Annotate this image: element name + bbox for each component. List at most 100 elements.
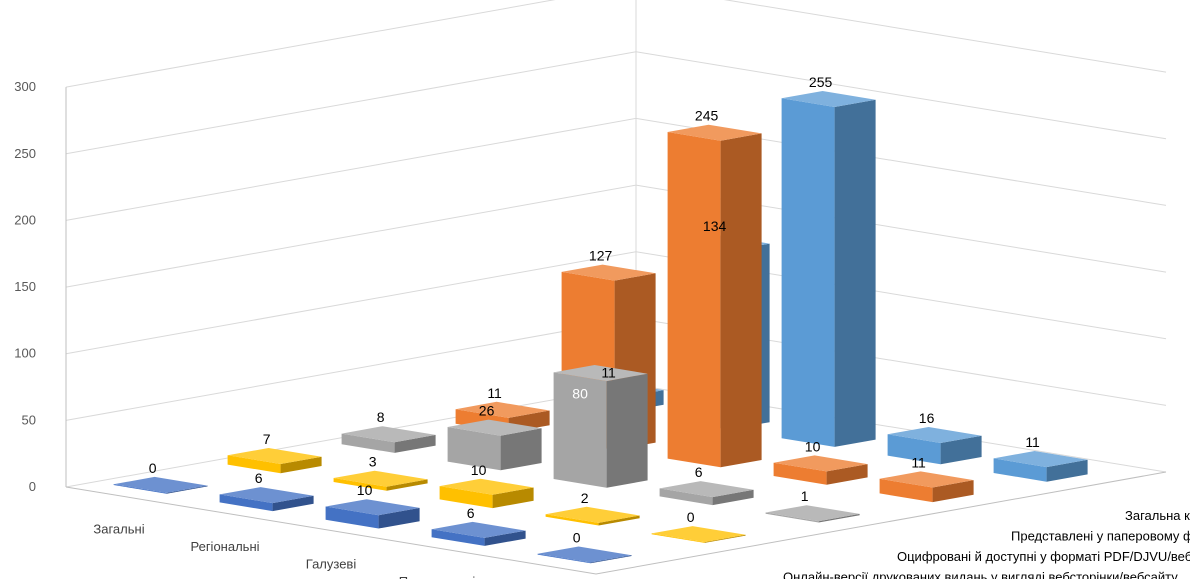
bar-front-face [667,132,721,468]
bar-top-face [879,471,974,488]
bar-front-face [333,478,387,491]
bar-front-face [993,458,1047,482]
bar-side-face [940,435,982,465]
bar-front-face [431,529,485,546]
data-label: 6 [467,505,475,521]
bar-top-face [333,470,428,487]
bar-top-face [447,419,542,436]
bar-front-face [773,462,827,485]
category-label: Персональні [399,574,476,579]
y-tick-label: 300 [14,79,36,94]
series-labels: Веборієнтовані енциклопедії, розроблені … [783,508,1190,579]
bar-front-face [659,488,713,506]
bar-side-face [932,480,974,503]
bar-side-face [166,485,208,494]
bar-top-face [667,124,762,141]
bar-top-face [659,481,754,498]
data-label: 2 [581,490,589,506]
bar-side-face [712,489,754,506]
bar-side-face [378,507,420,529]
bar-side-face [590,555,632,564]
bar-side-face [720,133,762,468]
bar-top-face [325,499,420,516]
bar-top-face [781,91,876,107]
bar-front-face [325,506,379,529]
category-label: Регіональні [190,539,259,554]
bar-side-face [598,515,640,526]
bar [113,476,208,494]
bar-top-face [887,427,982,443]
bar [545,506,640,526]
bar-top-face [553,365,648,382]
bar-top-face [431,521,526,538]
series-label: Загальна кількість видань за видами [1125,508,1190,523]
data-label: 7 [263,431,271,447]
bar [447,419,542,471]
bar-front-face [439,486,493,509]
data-label: 0 [573,530,581,546]
bar [537,546,632,564]
bar-top-face [545,506,640,523]
data-label: 1 [801,488,809,504]
data-label: 10 [357,482,373,498]
y-tick-label: 150 [14,279,36,294]
bar-top-face [227,448,322,464]
bar [659,481,754,506]
floor-edge [65,471,1167,575]
bar [219,487,314,512]
data-label: 3 [369,454,377,470]
bar-front-face [219,494,273,512]
y-tick-label: 200 [14,212,36,227]
bar-side-face [606,373,648,488]
y-tick-label: 100 [14,346,36,361]
series-label: Оцифровані й доступні у форматі PDF/DJVU… [897,549,1190,564]
data-label: 11 [1025,434,1040,450]
bar-front-face [341,433,395,453]
bar-front-face [227,455,281,474]
bar [553,365,648,488]
data-label: 11 [487,385,502,401]
bar-front-face [537,553,591,564]
bar [773,455,868,485]
bar [879,471,974,503]
bar [993,451,1088,482]
bar [667,124,762,468]
bar-side-face [834,99,876,447]
gridline [65,0,1167,88]
series-label: Представлені у паперовому форматі [1011,529,1190,544]
data-label: 10 [471,462,487,478]
data-label: 80 [572,386,588,402]
data-label: 255 [809,74,833,90]
bars: 11 134 255 16 11 11 127 245 10 11 8 26 80 6 1 7 3 10 2 0 0 6 1… [113,74,1088,564]
category-labels: ЗагальніРегіональніГалузевіПерсональніДи… [93,522,476,579]
bar [431,521,526,546]
y-tick-label: 50 [22,412,36,427]
bar-top-face [113,476,208,493]
bar-front-face [553,372,607,488]
bar-top-face [993,451,1088,468]
bar-top-face [561,264,656,281]
data-label: 245 [695,108,719,124]
bar-top-face [765,505,860,522]
bar [227,448,322,474]
series-label: Онлайн-версії друкованих видань у вигляд… [783,569,1178,579]
data-label: 0 [149,460,157,476]
bar [651,526,746,543]
bar-front-face [887,434,941,465]
bar-side-face [826,464,868,485]
bar-front-face [765,512,819,523]
bar-front-face [545,514,599,526]
data-label: 0 [687,509,695,525]
y-axis-ticks: 0 50 100 150 200 250 300 [14,79,36,494]
data-label: 10 [805,438,821,454]
bar-side-face [818,513,860,523]
gridlines [65,0,1167,575]
category-label: Галузеві [306,557,357,572]
y-tick-label: 0 [29,479,36,494]
bar-front-face [447,427,501,471]
bar-side-face [704,534,746,543]
bar [341,426,436,453]
bar-top-face [537,546,632,563]
bar-front-face [113,484,167,494]
